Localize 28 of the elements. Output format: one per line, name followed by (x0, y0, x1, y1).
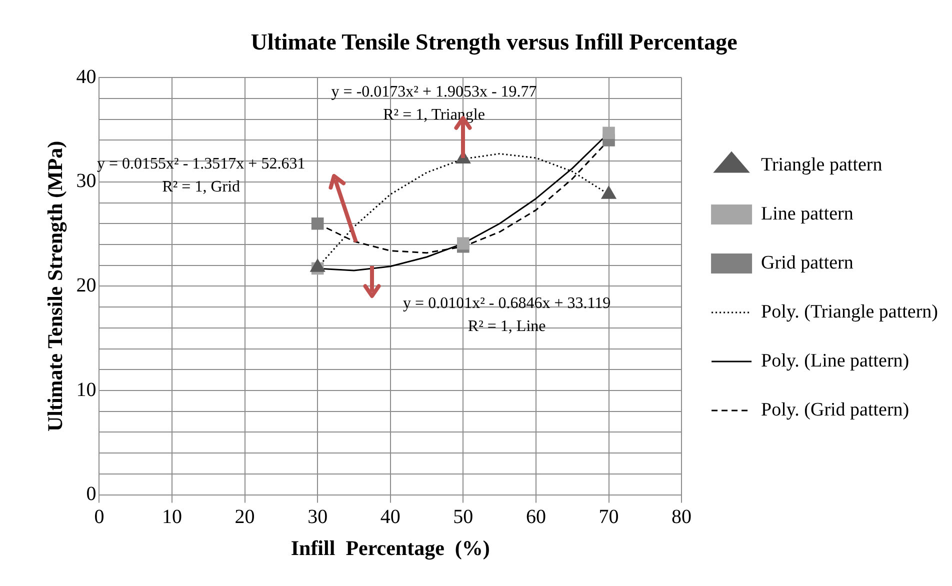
y-tick-label: 0 (86, 483, 96, 506)
chart-title: Ultimate Tensile Strength versus Infill Percentage (250, 30, 738, 56)
point (311, 217, 324, 230)
x-tick-label: 70 (598, 506, 619, 528)
x-axis-title: Infill Percentage (%) (290, 536, 490, 560)
annotation: y = 0.0101x² - 0.6846x + 33.119 R² = 1, Line (403, 295, 611, 336)
y-axis-title: Ultimate Tensile Strength (MPa) (43, 140, 68, 432)
legend-label: Line pattern (761, 203, 854, 224)
point (457, 237, 470, 250)
legend-label: Poly. (Line pattern) (761, 350, 910, 372)
annotation: y = 0.0155x² - 1.3517x + 52.631 R² = 1, Grid (97, 155, 306, 196)
x-tick-label: 40 (380, 506, 400, 528)
legend-label: Triangle pattern (761, 154, 883, 176)
y-tick-label: 30 (76, 170, 96, 192)
y-tick-label: 40 (76, 66, 96, 88)
x-tick-label: 10 (162, 506, 182, 528)
x-tick-label: 50 (453, 506, 474, 528)
legend-label: Poly. (Grid pattern) (761, 399, 910, 420)
y-tick-label: 10 (76, 378, 96, 401)
y-tick-label: 20 (76, 274, 96, 296)
legend-label: Poly. (Triangle pattern) (761, 301, 938, 322)
point (602, 126, 615, 140)
x-tick-label: 80 (672, 506, 692, 528)
annotation: y = -0.0173x² + 1.9053x - 19.77 R² = 1, Triangle (331, 83, 537, 124)
x-tick-label: 30 (308, 506, 328, 528)
x-tick-label: 20 (234, 506, 255, 528)
legend-label: Grid pattern (761, 252, 854, 274)
x-tick-label: 60 (526, 506, 546, 528)
